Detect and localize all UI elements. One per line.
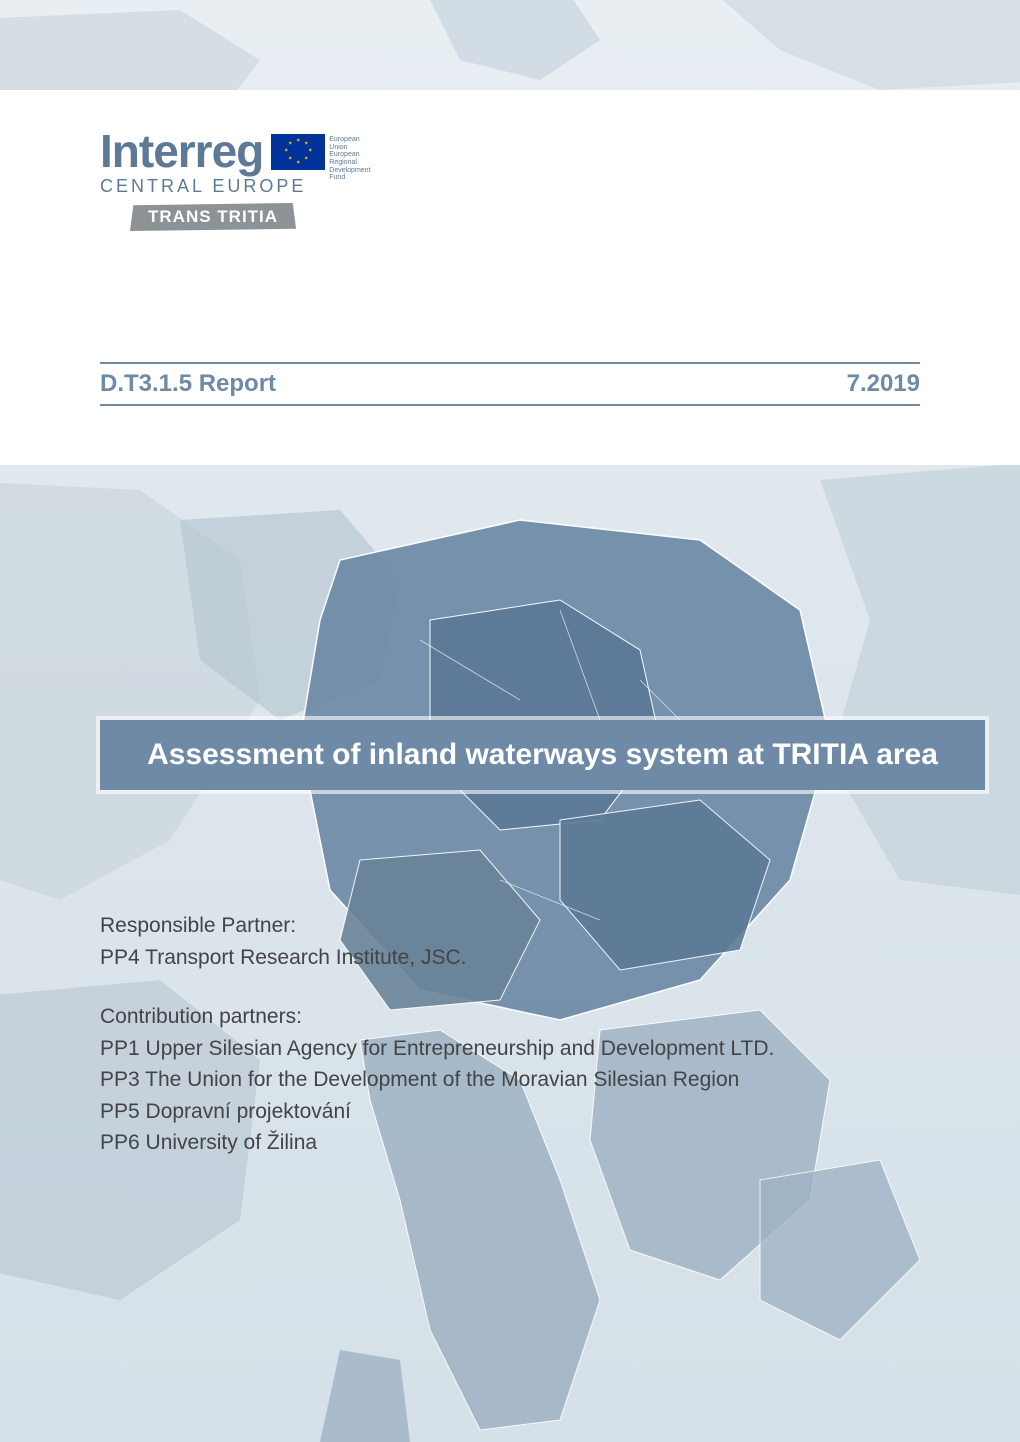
report-date: 7.2019: [847, 370, 920, 398]
logo-region: Interreg European Union: [100, 128, 325, 231]
contribution-partner-item: PP1 Upper Silesian Agency for Entreprene…: [100, 1033, 920, 1065]
partners-block: Responsible Partner: PP4 Transport Resea…: [100, 910, 920, 1159]
document-title-banner: Assessment of inland waterways system at…: [100, 720, 985, 790]
eu-line3: Development Fund: [329, 167, 370, 182]
contribution-partner-item: PP5 Dopravní projektování: [100, 1096, 920, 1128]
eu-line2: European Regional: [329, 151, 359, 166]
eu-flag-icon: [271, 134, 325, 170]
responsible-partner-name: PP4 Transport Research Institute, JSC.: [100, 942, 920, 974]
report-header-line: D.T3.1.5 Report 7.2019: [100, 362, 920, 406]
eu-line1: European Union: [329, 136, 359, 151]
report-label: D.T3.1.5 Report: [100, 370, 276, 398]
contribution-partner-item: PP3 The Union for the Development of the…: [100, 1064, 920, 1096]
page-content: Interreg European Union: [0, 0, 1020, 1442]
contribution-partner-item: PP6 University of Žilina: [100, 1127, 920, 1159]
contribution-partners-heading: Contribution partners:: [100, 1001, 920, 1033]
eu-flag-caption: European Union European Regional Develop…: [329, 136, 370, 182]
logo-brand-text: Interreg: [100, 128, 263, 174]
logo-main: Interreg European Union: [100, 128, 325, 174]
report-header: D.T3.1.5 Report 7.2019: [100, 362, 920, 406]
responsible-partner-heading: Responsible Partner:: [100, 910, 920, 942]
logo-banner: TRANS TRITIA: [130, 203, 296, 231]
logo-subtitle: CENTRAL EUROPE: [100, 176, 325, 197]
